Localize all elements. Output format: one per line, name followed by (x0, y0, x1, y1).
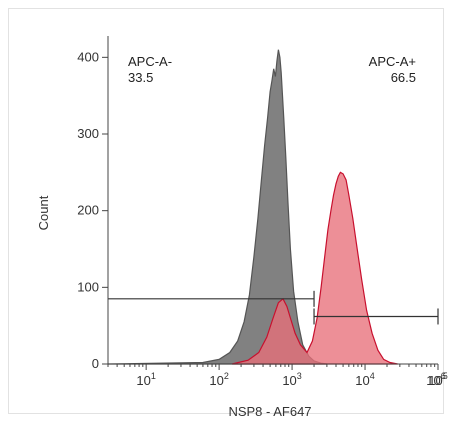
x-tick-label: 105 (428, 371, 447, 388)
y-tick-label: 200 (77, 203, 99, 218)
gate-left-name: APC-A- (128, 54, 172, 69)
gate-right-name: APC-A+ (369, 54, 416, 69)
x-tick-label: 102 (209, 371, 228, 388)
y-axis-title: Count (36, 195, 51, 230)
gate-layer (108, 290, 439, 325)
axes-layer (107, 36, 438, 365)
x-tick-label: 103 (282, 371, 301, 388)
x-tick-label: 106 (426, 371, 445, 388)
series-1-area (107, 49, 327, 365)
x-axis-title: NSP8 - AF647 (228, 404, 311, 419)
y-tick-label: 100 (77, 279, 99, 294)
gate-right-value: 66.5 (391, 70, 416, 85)
y-tick-label: 400 (77, 49, 99, 64)
gate-left-value: 33.5 (128, 70, 153, 85)
x-tick-label: 104 (355, 371, 374, 388)
plot-frame (8, 8, 444, 414)
y-tick-label: 0 (92, 356, 99, 371)
y-ticks: 0 100 200 300 400 (77, 49, 108, 371)
x-tick-label: 101 (136, 371, 155, 388)
y-tick-label: 300 (77, 126, 99, 141)
